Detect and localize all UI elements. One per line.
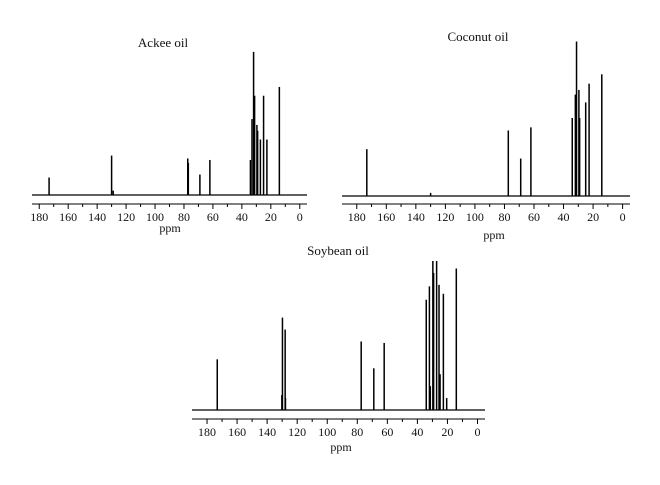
ackee-tick-label-160: 160 <box>59 210 77 224</box>
ackee-tick-label-0: 0 <box>297 210 303 224</box>
ackee-tick-label-140: 140 <box>88 210 106 224</box>
ackee-title: Ackee oil <box>138 35 189 50</box>
ackee-tick-label-120: 120 <box>117 210 135 224</box>
coconut-tick-label-20: 20 <box>587 210 599 224</box>
coconut-tick-label-0: 0 <box>620 210 626 224</box>
coconut-title: Coconut oil <box>447 29 508 44</box>
coconut-tick-label-120: 120 <box>436 210 454 224</box>
coconut-tick-label-160: 160 <box>377 210 395 224</box>
coconut-tick-label-80: 80 <box>498 210 510 224</box>
soybean-tick-label-40: 40 <box>411 425 423 439</box>
soybean-tick-label-60: 60 <box>381 425 393 439</box>
ackee-tick-label-80: 80 <box>178 210 190 224</box>
soybean-tick-label-100: 100 <box>318 425 336 439</box>
ackee-tick-label-180: 180 <box>30 210 48 224</box>
soybean-tick-label-140: 140 <box>258 425 276 439</box>
coconut-tick-label-60: 60 <box>528 210 540 224</box>
soybean-tick-label-80: 80 <box>351 425 363 439</box>
soybean-tick-label-180: 180 <box>198 425 216 439</box>
ackee-xlabel: ppm <box>159 221 181 235</box>
ackee-tick-label-100: 100 <box>146 210 164 224</box>
coconut-xlabel: ppm <box>483 228 505 242</box>
soybean-xlabel: ppm <box>330 440 352 454</box>
soybean-tick-label-160: 160 <box>228 425 246 439</box>
coconut-tick-label-180: 180 <box>348 210 366 224</box>
soybean-tick-label-120: 120 <box>288 425 306 439</box>
ackee-tick-label-20: 20 <box>265 210 277 224</box>
ackee-tick-label-40: 40 <box>236 210 248 224</box>
coconut-tick-label-140: 140 <box>407 210 425 224</box>
coconut-tick-label-100: 100 <box>466 210 484 224</box>
coconut-tick-label-40: 40 <box>558 210 570 224</box>
soybean-tick-label-0: 0 <box>474 425 480 439</box>
soybean-tick-label-20: 20 <box>441 425 453 439</box>
ackee-tick-label-60: 60 <box>207 210 219 224</box>
soybean-title: Soybean oil <box>307 243 369 258</box>
